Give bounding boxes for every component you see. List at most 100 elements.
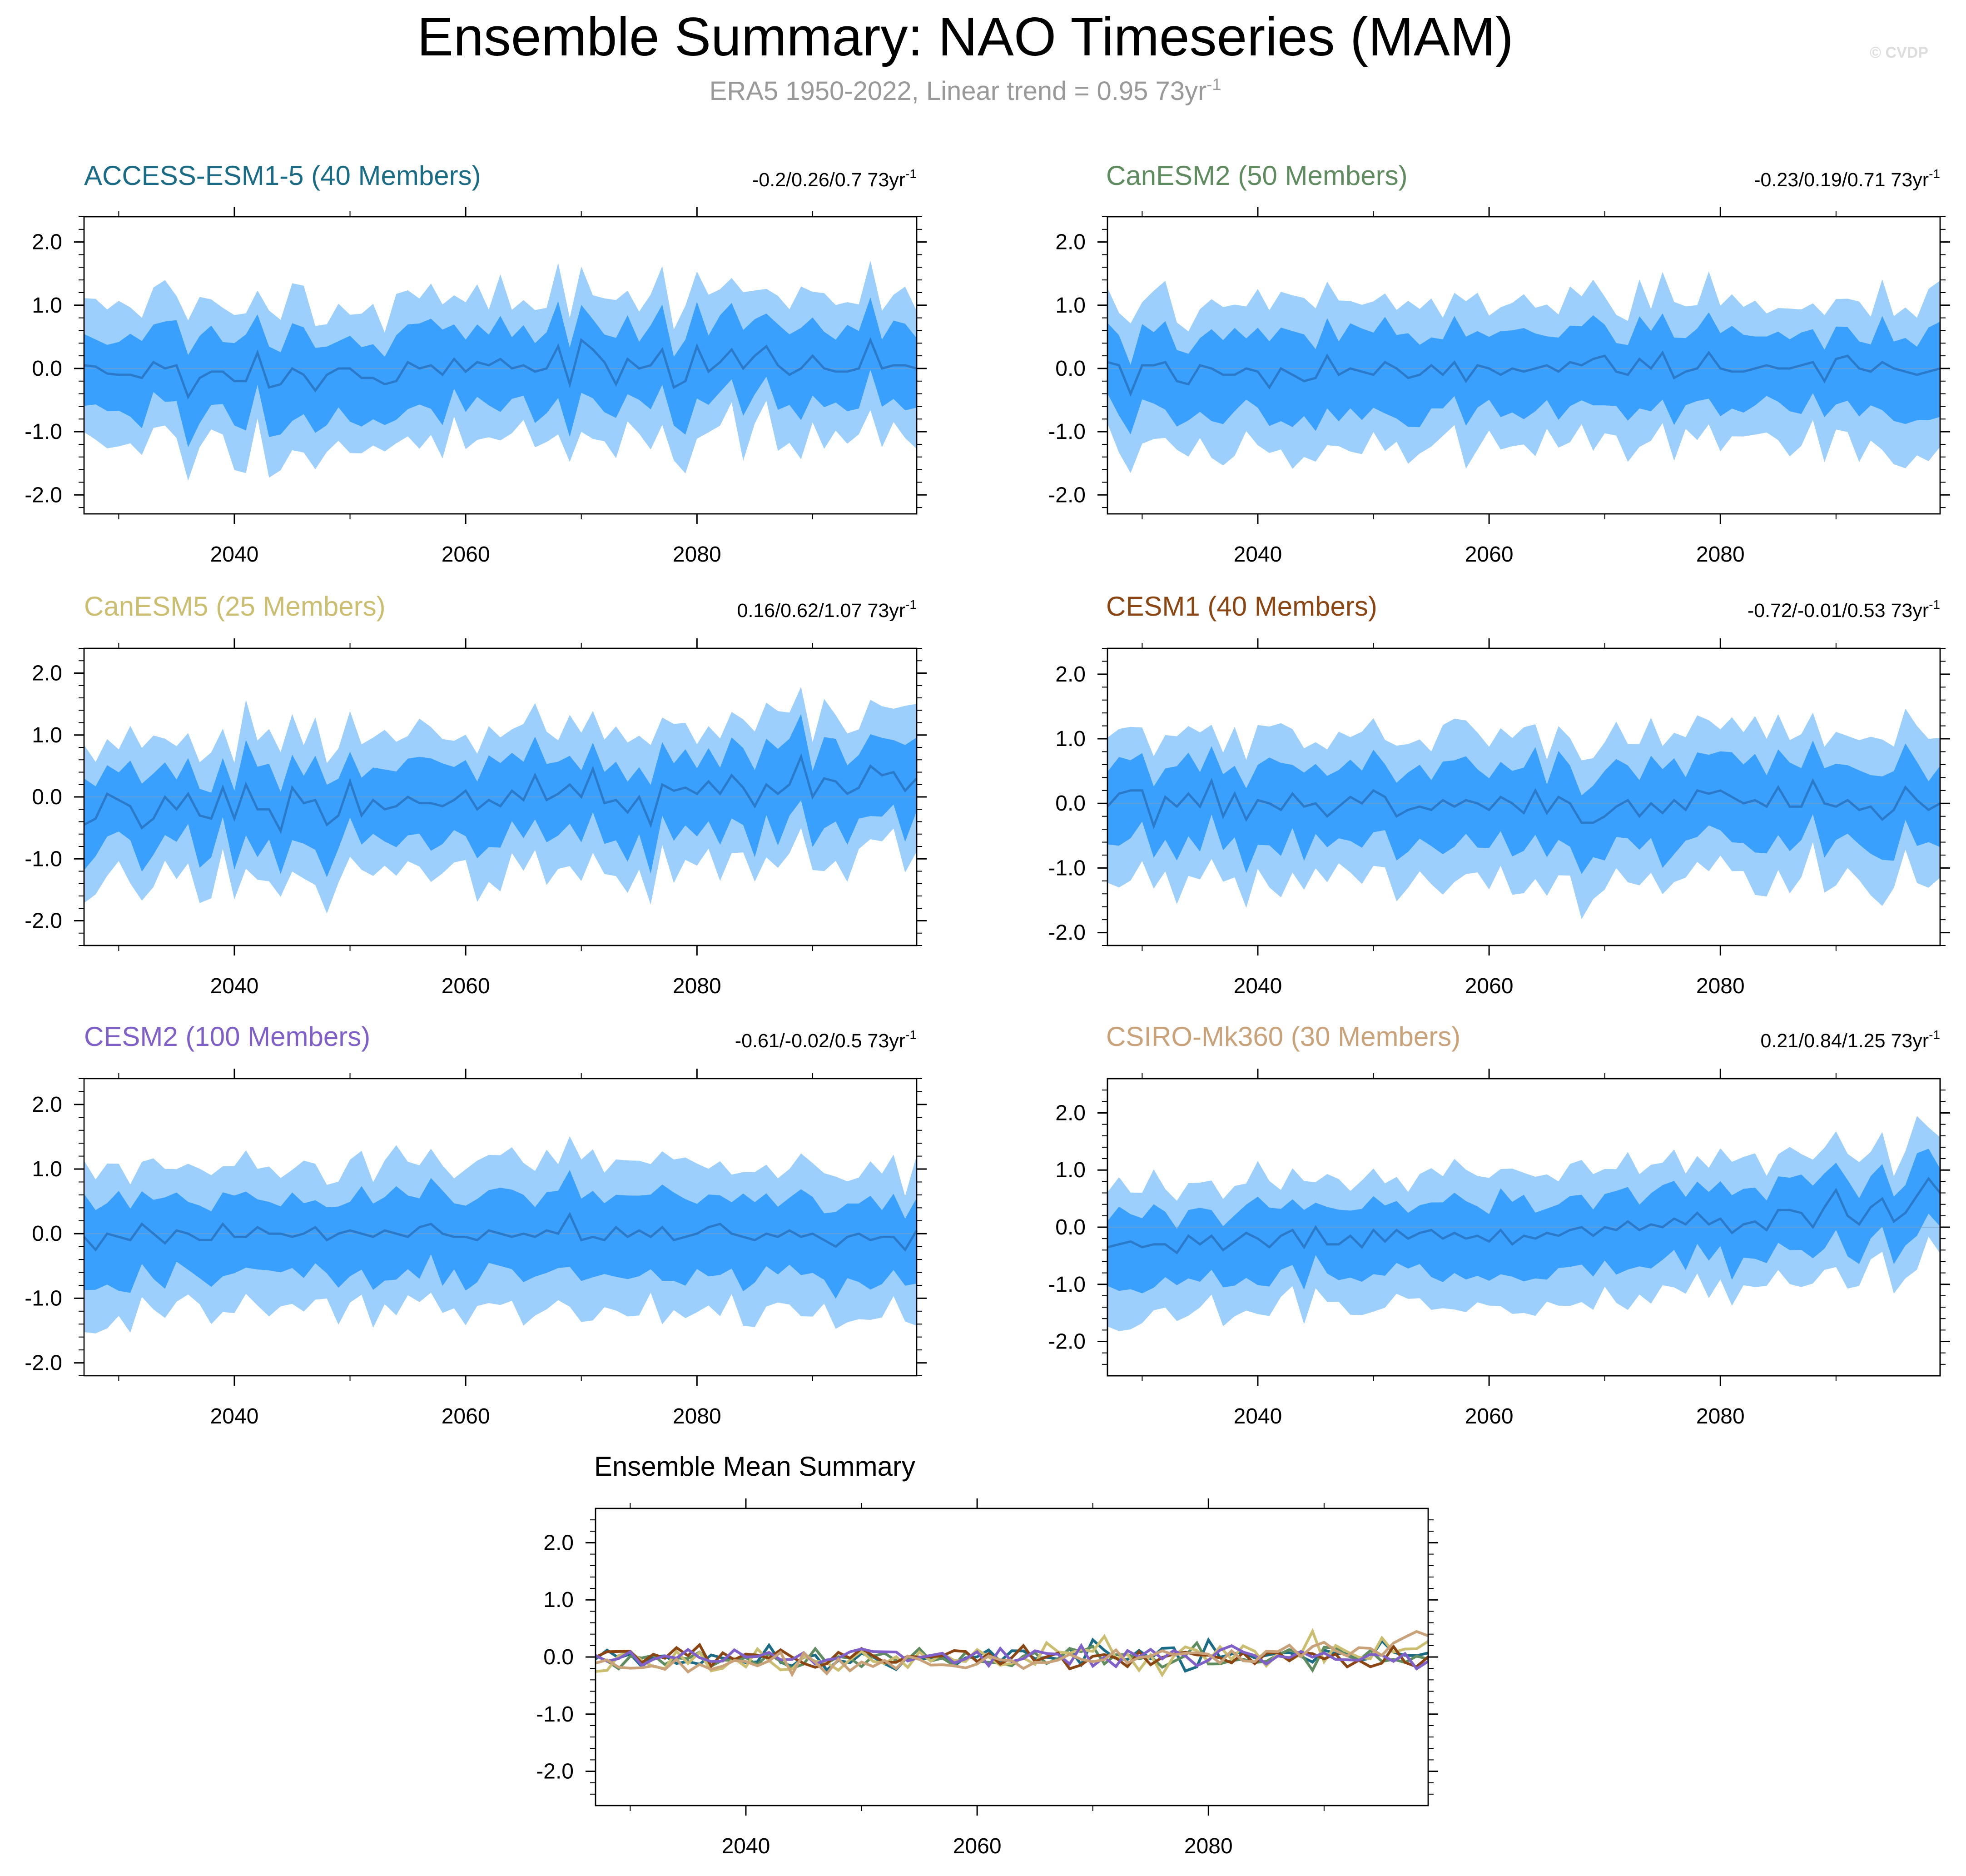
plot-area [1107, 648, 1941, 945]
plot-frame [1107, 647, 1941, 946]
y-tick-label: 1.0 [543, 1588, 574, 1612]
y-axis: 2.0 1.0 0.0 -1.0 -2.0 [25, 648, 927, 946]
y-tick-label: 1.0 [1055, 727, 1086, 751]
ensemble-mean-line [1107, 1176, 1941, 1255]
y-tick-label: 2.0 [32, 1093, 62, 1117]
x-axis: 2040 2060 2080 [118, 1069, 813, 1428]
panel-title: CESM1 (40 Members) [1106, 591, 1377, 622]
copyright-label: © CVDP [1870, 44, 1928, 61]
panel-title: CanESM2 (50 Members) [1106, 160, 1408, 191]
y-axis: 2.0 1.0 0.0 -1.0 -2.0 [1048, 216, 1950, 508]
x-tick-label: 2080 [1696, 974, 1745, 998]
y-tick-label: 1.0 [32, 723, 62, 747]
x-tick-label: 2060 [1465, 1404, 1514, 1428]
x-tick-label: 2040 [210, 542, 259, 567]
spread-band-inner [1107, 740, 1940, 874]
ensemble-mean-line [83, 753, 918, 834]
y-tick-label: -1.0 [25, 420, 62, 444]
x-axis: 2040 2060 2080 [1142, 638, 1837, 998]
ensemble-mean-line [1107, 350, 1941, 397]
spread-band-inner [1107, 312, 1940, 434]
y-tick-label: 2.0 [32, 230, 62, 254]
x-tick-label: 2060 [442, 1404, 490, 1428]
ensemble-mean-line [83, 1212, 918, 1252]
y-axis: 2.0 1.0 0.0 -1.0 -2.0 [1048, 1090, 1950, 1365]
plot-frame [83, 1078, 918, 1377]
y-tick-label: 2.0 [1055, 662, 1086, 687]
panel-cesm2: CESM2 (100 Members) -0.61/-0.02/0.5 73yr… [25, 1021, 927, 1428]
y-tick-label: -1.0 [1048, 420, 1086, 444]
plot-area [83, 648, 918, 945]
y-tick-label: 0.0 [1055, 357, 1086, 381]
spread-band-inner [84, 297, 917, 448]
y-tick-label: -1.0 [1048, 1273, 1086, 1297]
spread-band-inner [1107, 1149, 1940, 1294]
panel-title: ACCESS-ESM1-5 (40 Members) [84, 160, 481, 191]
x-tick-label: 2040 [1234, 974, 1282, 998]
y-tick-label: 2.0 [1055, 1101, 1086, 1125]
y-axis: 2.0 1.0 0.0 -1.0 -2.0 [536, 1519, 1438, 1795]
panel-ensemble-mean: Ensemble Mean Summary 2.01.00.0-1.0-2.0 2… [536, 1451, 1438, 1858]
spread-band-inner [84, 714, 917, 877]
plot-area [1107, 217, 1941, 514]
y-tick-label: -1.0 [1048, 856, 1086, 880]
x-axis: 2040 2060 2080 [118, 207, 813, 567]
x-axis: 2040 2060 2080 [630, 1498, 1325, 1858]
x-tick-label: 2060 [953, 1834, 1002, 1858]
panel-canesm2: CanESM2 (50 Members) -0.23/0.19/0.71 73y… [1048, 160, 1950, 567]
trend-label: -0.23/0.19/0.71 73yr-1 [1754, 167, 1940, 191]
y-tick-label: 0.0 [1055, 791, 1086, 816]
panel-title: Ensemble Mean Summary [594, 1451, 915, 1482]
panel-title: CESM2 (100 Members) [84, 1021, 370, 1052]
panel-canesm5: CanESM5 (25 Members) 0.16/0.62/1.07 73yr… [25, 591, 927, 998]
x-tick-label: 2060 [442, 974, 490, 998]
x-tick-label: 2040 [210, 1404, 259, 1428]
y-tick-label: 1.0 [32, 1157, 62, 1181]
y-tick-label: 0.0 [1055, 1215, 1086, 1239]
trend-label: -0.72/-0.01/0.53 73yr-1 [1748, 597, 1940, 622]
panel-cesm1: CESM1 (40 Members) -0.72/-0.01/0.53 73yr… [1048, 591, 1950, 998]
x-tick-label: 2080 [673, 542, 721, 567]
x-tick-label: 2080 [1696, 542, 1745, 567]
y-tick-label: -1.0 [536, 1702, 574, 1727]
y-axis: 2.0 1.0 0.0 -1.0 -2.0 [25, 1078, 927, 1376]
y-tick-label: -2.0 [1048, 483, 1086, 507]
plot-area [84, 217, 917, 514]
y-tick-label: 1.0 [1055, 294, 1086, 318]
y-tick-label: 2.0 [32, 662, 62, 686]
x-tick-label: 2040 [210, 974, 259, 998]
x-tick-label: 2060 [1465, 542, 1514, 567]
x-tick-label: 2060 [442, 542, 490, 567]
plot-area [1107, 1079, 1941, 1376]
y-tick-label: 0.0 [32, 785, 62, 809]
x-tick-label: 2080 [1184, 1834, 1233, 1858]
x-tick-label: 2040 [1234, 1404, 1282, 1428]
y-tick-label: 0.0 [32, 1222, 62, 1246]
y-tick-label: -1.0 [25, 1286, 62, 1310]
x-axis: 2040 2060 2080 [1142, 207, 1837, 567]
ensemble-mean-line [1107, 777, 1941, 830]
plot-frame [1107, 216, 1941, 515]
y-tick-label: 2.0 [1055, 230, 1086, 254]
x-tick-label: 2040 [1234, 542, 1282, 567]
y-axis: 2.0 1.0 0.0 -1.0 -2.0 [1048, 648, 1950, 946]
x-tick-label: 2060 [1465, 974, 1514, 998]
plot-area [595, 1508, 1429, 1806]
figure-subtitle: ERA5 1950-2022, Linear trend = 0.95 73yr… [710, 75, 1221, 106]
plot-frame [83, 216, 918, 515]
panel-title: CanESM5 (25 Members) [84, 591, 386, 622]
y-tick-label: 0.0 [32, 357, 62, 381]
trend-label: 0.21/0.84/1.25 73yr-1 [1761, 1028, 1940, 1052]
panel-csiro-mk360: CSIRO-Mk360 (30 Members) 0.21/0.84/1.25 … [1048, 1021, 1950, 1428]
plot-area [83, 1079, 918, 1376]
x-tick-label: 2080 [673, 1404, 721, 1428]
x-tick-label: 2080 [673, 974, 721, 998]
y-tick-label: -2.0 [25, 909, 62, 933]
figure-title: Ensemble Summary: NAO Timeseries (MAM) [417, 6, 1514, 67]
y-tick-label: -2.0 [1048, 921, 1086, 945]
x-axis: 2040 2060 2080 [1142, 1069, 1837, 1428]
trend-label: -0.2/0.26/0.7 73yr-1 [752, 167, 917, 191]
y-tick-label: -2.0 [25, 1351, 62, 1375]
x-tick-label: 2080 [1696, 1404, 1745, 1428]
